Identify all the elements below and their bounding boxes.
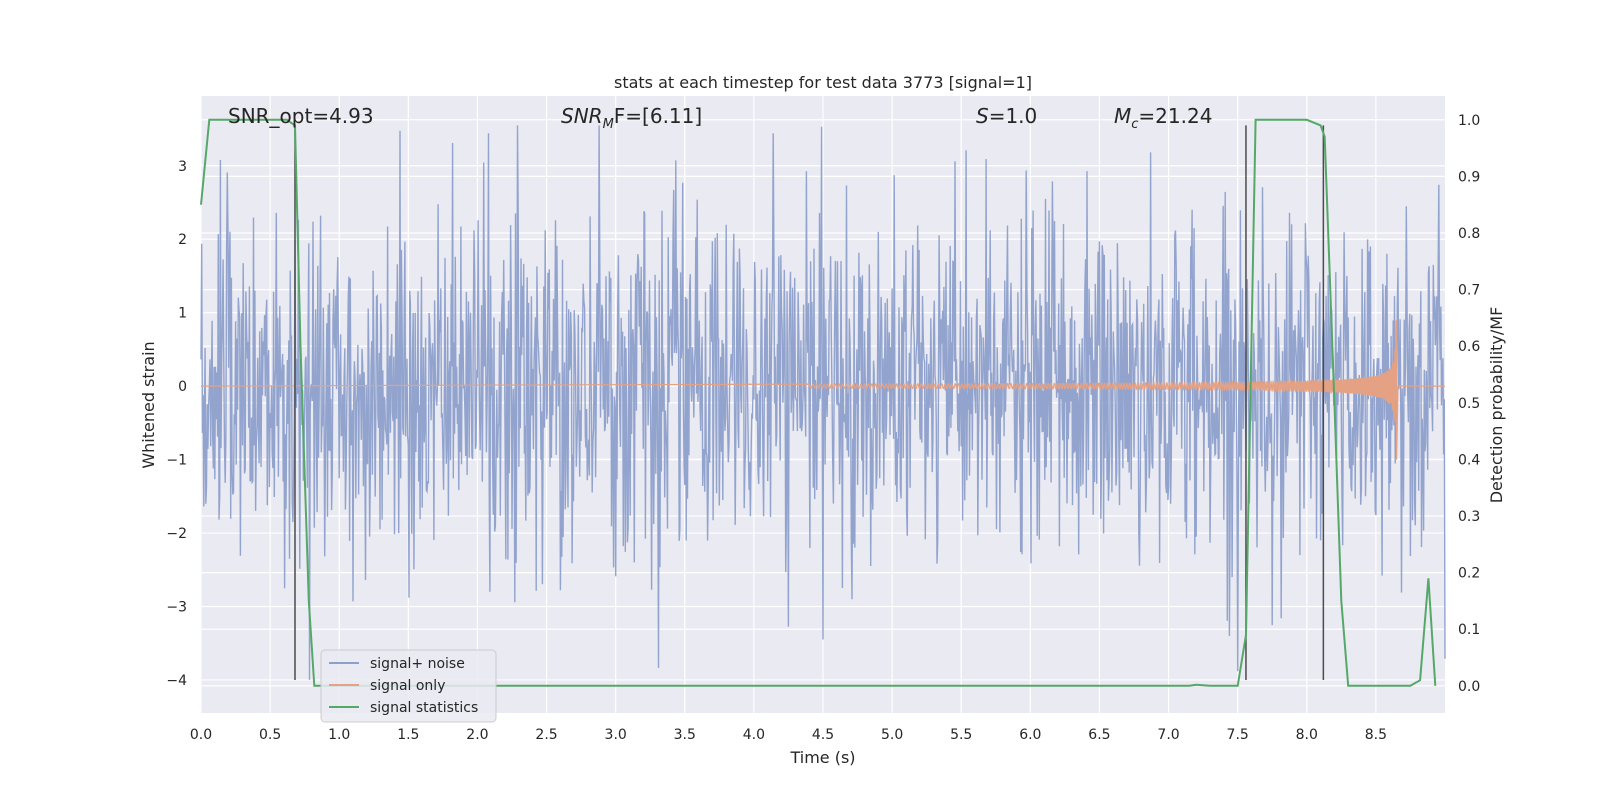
y2-tick-label: 0.0 (1458, 679, 1480, 695)
y2-tick-label: 0.2 (1458, 566, 1480, 582)
stats-line (200, 118, 1437, 687)
y2-tick-label: 0.8 (1458, 226, 1480, 242)
y2-tick-label: 0.4 (1458, 452, 1480, 468)
y-tick-label: −4 (166, 673, 187, 689)
y2-tick-label: 0.5 (1458, 396, 1480, 412)
y2-tick-label: 0.1 (1458, 622, 1480, 638)
x-tick-label: 5.0 (881, 727, 903, 743)
signal-series (200, 320, 1445, 460)
legend-box (320, 649, 497, 723)
y-tick-label: 0 (178, 379, 187, 395)
x-tick-label: 3.5 (674, 727, 696, 743)
x-tick-label: 4.5 (812, 727, 834, 743)
legend-label-stats: signal statistics (370, 700, 478, 716)
y2-axis-label: Detection probability/MF (1487, 307, 1506, 504)
x-tick-label: 8.5 (1365, 727, 1387, 743)
snr-mf-base: SNR (561, 104, 603, 128)
x-axis-label: Time (s) (789, 748, 855, 767)
snr-mf-annotation: SNRMF=[6.11] (561, 104, 702, 132)
s-label: S (976, 104, 989, 128)
x-tick-label: 2.5 (535, 727, 557, 743)
x-tick-label: 8.0 (1296, 727, 1318, 743)
mc-value: =21.24 (1138, 104, 1212, 128)
x-tick-label: 1.5 (397, 727, 419, 743)
y-tick-label: −2 (166, 526, 187, 542)
y2-tick-label: 0.9 (1458, 169, 1480, 185)
legend-label-signal: signal only (370, 678, 445, 694)
x-tick-label: 0.0 (190, 727, 212, 743)
x-tick-label: 7.0 (1157, 727, 1179, 743)
mc-base: M (1114, 104, 1131, 128)
signal-line (200, 320, 1445, 460)
y-tick-label: 1 (178, 306, 187, 322)
x-tick-label: 7.5 (1227, 727, 1249, 743)
x-tick-label: 4.0 (743, 727, 765, 743)
s-annotation: S=1.0 (976, 104, 1037, 128)
statistics-series (200, 118, 1437, 687)
y-tick-label: 3 (178, 159, 187, 175)
x-tick-label: 2.0 (466, 727, 488, 743)
y2-axis-ticks: 1.0 0.9 0.8 0.7 0.6 0.5 0.4 0.3 0.2 0.1 0.0 (1458, 113, 1480, 695)
y-axis-ticks: 3 2 1 0 −1 −2 −3 −4 (166, 159, 187, 689)
snr-mf-subscript: M (603, 117, 614, 132)
noise-series (200, 125, 1446, 680)
x-tick-label: 5.5 (950, 727, 972, 743)
chart-title: stats at each timestep for test data 377… (614, 73, 1032, 92)
y-tick-label: −1 (166, 453, 187, 469)
x-tick-label: 1.0 (328, 727, 350, 743)
x-tick-label: 0.5 (259, 727, 281, 743)
noise-line (200, 125, 1446, 680)
y-tick-label: 2 (178, 232, 187, 248)
legend-label-noise: signal+ noise (370, 656, 465, 672)
x-axis-ticks: 0.0 0.5 1.0 1.5 2.0 2.5 3.0 3.5 4.0 4.5 5.0 5.5 6.0 6… (190, 727, 1387, 743)
y2-tick-label: 1.0 (1458, 113, 1480, 129)
y2-tick-label: 0.7 (1458, 283, 1480, 299)
mc-subscript: c (1131, 117, 1138, 132)
snr-mf-value: F=[6.11] (614, 104, 702, 128)
legend: signal+ noise signal only signal statist… (320, 649, 497, 723)
s-value: =1.0 (989, 104, 1038, 128)
y2-tick-label: 0.6 (1458, 339, 1480, 355)
x-tick-label: 3.0 (605, 727, 627, 743)
x-tick-label: 6.5 (1088, 727, 1110, 743)
y2-tick-label: 0.3 (1458, 509, 1480, 525)
x-tick-label: 6.0 (1019, 727, 1041, 743)
y-axis-label: Whitened strain (139, 341, 158, 468)
mc-annotation: Mc=21.24 (1114, 104, 1212, 132)
snr-opt-annotation: SNR_opt=4.93 (228, 104, 374, 128)
y-tick-label: −3 (166, 599, 187, 615)
